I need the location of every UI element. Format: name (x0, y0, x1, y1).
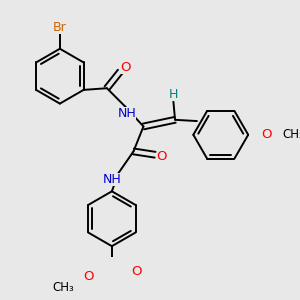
Text: CH₃: CH₃ (53, 281, 74, 294)
Text: NH: NH (103, 173, 121, 186)
Text: O: O (261, 128, 272, 141)
Text: H: H (169, 88, 178, 100)
Text: O: O (120, 61, 130, 74)
Text: Br: Br (53, 21, 67, 34)
Text: O: O (132, 265, 142, 278)
Text: O: O (83, 270, 94, 283)
Text: O: O (157, 150, 167, 163)
Text: NH: NH (118, 107, 136, 120)
Text: CH₃: CH₃ (282, 128, 300, 141)
